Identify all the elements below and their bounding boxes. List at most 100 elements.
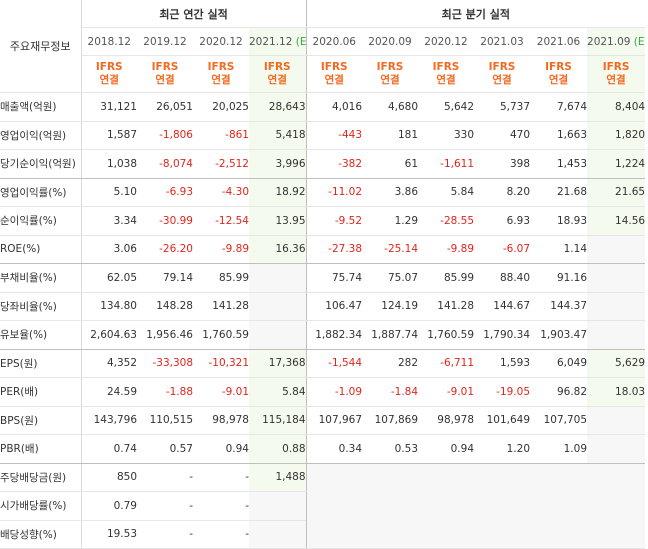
consolidation-label: 연결 (155, 74, 175, 86)
cell-value: 18.92 (249, 178, 307, 207)
cell-value: 7,674 (530, 92, 588, 122)
cell-value: -4.30 (193, 178, 249, 207)
accounting-standard-header: IFRS 연결 (193, 55, 249, 93)
acct-standard-label: IFRS (376, 61, 404, 73)
period-label: 2018.12 (87, 35, 131, 48)
cell-value: 1.14 (530, 235, 588, 264)
period-header: 2020.06 (305, 27, 363, 56)
cell-value: 4,016 (305, 92, 363, 122)
accounting-standard-row: IFRS 연결 IFRS 연결 IFRS 연결 IFRS 연결 IFRS 연결 IFRS 연결 IFRS… (0, 55, 646, 93)
cell-value: 18.93 (530, 206, 588, 236)
period-label: 2020.06 (312, 35, 356, 48)
table-row: ROE(%) 3.06 -26.20 -9.89 16.36 -27.38 -25.14 -9… (0, 235, 646, 264)
cell-value: 106.47 (305, 292, 363, 321)
cell-value: 28,643 (249, 92, 307, 122)
cell-value: 19.53 (81, 520, 137, 549)
row-label: BPS(원) (0, 406, 82, 435)
cell-value: 0.57 (137, 434, 193, 464)
cell-value: 75.07 (362, 263, 419, 293)
row-label: 영업이익(억원) (0, 121, 82, 150)
cell-value: 4,352 (81, 349, 137, 378)
cell-value: 5,737 (474, 92, 531, 122)
accounting-standard-header: IFRS 연결 (249, 55, 307, 93)
period-header: 2021.12 (E) (249, 27, 307, 56)
cell-value: -2,512 (193, 149, 249, 179)
cell-value: 14.56 (587, 206, 646, 236)
cell-value: -1,611 (418, 149, 475, 179)
consolidation-label: 연결 (606, 74, 626, 86)
cell-value: 181 (362, 121, 419, 150)
cell-value: 31,121 (81, 92, 137, 122)
consolidation-label: 연결 (99, 74, 119, 86)
cell-value: -12.54 (193, 206, 249, 236)
cell-value (249, 263, 307, 293)
cell-value: 1,587 (81, 121, 137, 150)
cell-value: 141.28 (193, 292, 249, 321)
period-header: 2019.12 (137, 27, 193, 56)
cell-value: 1,488 (249, 463, 307, 492)
cell-value: 20,025 (193, 92, 249, 122)
cell-value: -8,074 (137, 149, 193, 179)
period-label: 2021.06 (536, 35, 581, 48)
cell-value: -9.89 (193, 235, 249, 264)
cell-value: 115,184 (249, 406, 307, 435)
period-header-row: 2018.12 2019.12 2020.12 2021.12 (E) 2020.06 2… (0, 27, 646, 56)
cell-value: -33,308 (137, 349, 193, 378)
cell-value: 1,453 (530, 149, 588, 179)
acct-standard-label: IFRS (488, 61, 516, 73)
cell-value (587, 406, 646, 435)
cell-value: 5.84 (418, 178, 475, 207)
consolidation-label: 연결 (492, 74, 512, 86)
period-label: 2020.12 (199, 35, 243, 48)
cell-value: 0.88 (249, 434, 307, 464)
acct-standard-label: IFRS (95, 61, 123, 73)
cell-value: 85.99 (193, 263, 249, 293)
cell-value: 62.05 (81, 263, 137, 293)
cell-value: 110,515 (137, 406, 193, 435)
cell-value: 3.86 (362, 178, 419, 207)
period-header: 2021.09 (E) (587, 27, 646, 56)
cell-value: 0.74 (81, 434, 137, 464)
cell-value: -30.99 (137, 206, 193, 236)
cell-value (587, 292, 646, 321)
table-row: 주당배당금(원) 850- -1,488 (0, 463, 646, 549)
cell-value (587, 320, 646, 350)
cell-value: -10,321 (193, 349, 249, 378)
cell-value: -1,544 (305, 349, 363, 378)
cell-value (587, 263, 646, 293)
cell-value: -6,711 (418, 349, 475, 378)
cell-value: -443 (305, 121, 363, 150)
row-label: EPS(원) (0, 349, 82, 378)
cell-value: 75.74 (305, 263, 363, 293)
accounting-standard-header: IFRS 연결 (474, 55, 531, 93)
cell-value: -6.93 (137, 178, 193, 207)
cell-value: - (193, 520, 249, 549)
cell-value: 0.34 (305, 434, 363, 464)
cell-value: 470 (474, 121, 531, 150)
cell-value: - (193, 491, 249, 521)
cell-value: 1,760.59 (418, 320, 475, 350)
header-corner-label: 주요재무정보 (0, 0, 82, 93)
accounting-standard-header: IFRS 연결 (587, 55, 646, 93)
period-header: 2018.12 (81, 27, 137, 56)
cell-value: -11.02 (305, 178, 363, 207)
cell-value: 4,680 (362, 92, 419, 122)
cell-value: 1,038 (81, 149, 137, 179)
period-label: 2020.12 (424, 35, 468, 48)
cell-value: 18.03 (587, 377, 646, 407)
cell-value: - (137, 463, 193, 492)
cell-value: 1.29 (362, 206, 419, 236)
accounting-standard-header: IFRS 연결 (305, 55, 363, 93)
table-row: 매출액(억원) 31,121 26,051 20,025 28,643 4,016 4,68… (0, 92, 646, 122)
cell-value: 144.67 (474, 292, 531, 321)
cell-value: -28.55 (418, 206, 475, 236)
row-label: 배당성향(%) (0, 520, 82, 549)
row-label: 매출액(억원) (0, 92, 82, 122)
cell-value: 107,705 (530, 406, 588, 435)
consolidation-label: 연결 (267, 74, 287, 86)
table-row: 유보율(%) 2,604.63 1,956.46 1,760.59 1,882.34 1,… (0, 320, 646, 350)
row-label: PBR(배) (0, 434, 82, 464)
cell-value: 144.37 (530, 292, 588, 321)
cell-value: 0.94 (418, 434, 475, 464)
row-label: 영업이익률(%) (0, 178, 82, 207)
